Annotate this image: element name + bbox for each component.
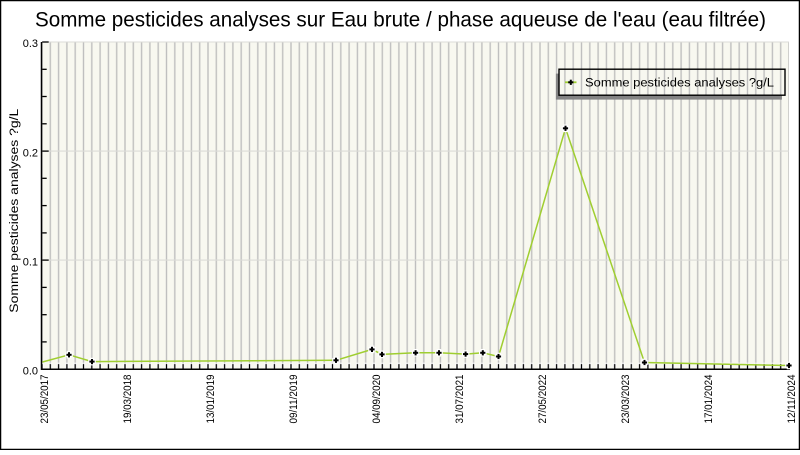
svg-text:27/05/2022: 27/05/2022: [537, 375, 549, 424]
svg-text:Somme pesticides analyses ?g/L: Somme pesticides analyses ?g/L: [7, 109, 21, 313]
svg-text:0.0: 0.0: [23, 365, 38, 377]
svg-text:12/11/2024: 12/11/2024: [786, 375, 798, 424]
svg-text:0.1: 0.1: [23, 256, 38, 268]
svg-text:23/03/2023: 23/03/2023: [620, 375, 632, 424]
svg-text:Somme pesticides analyses ?g/L: Somme pesticides analyses ?g/L: [585, 76, 774, 90]
svg-text:09/11/2019: 09/11/2019: [288, 375, 300, 424]
svg-text:04/09/2020: 04/09/2020: [371, 375, 383, 424]
svg-text:13/01/2019: 13/01/2019: [205, 375, 217, 424]
svg-text:23/05/2017: 23/05/2017: [39, 375, 51, 424]
svg-text:Somme pesticides analyses sur: Somme pesticides analyses sur Eau brute …: [35, 8, 766, 32]
svg-text:0.2: 0.2: [23, 147, 38, 159]
svg-text:0.3: 0.3: [23, 38, 38, 50]
svg-text:17/01/2024: 17/01/2024: [703, 375, 715, 424]
svg-text:19/03/2018: 19/03/2018: [122, 375, 134, 424]
svg-text:31/07/2021: 31/07/2021: [454, 375, 466, 424]
